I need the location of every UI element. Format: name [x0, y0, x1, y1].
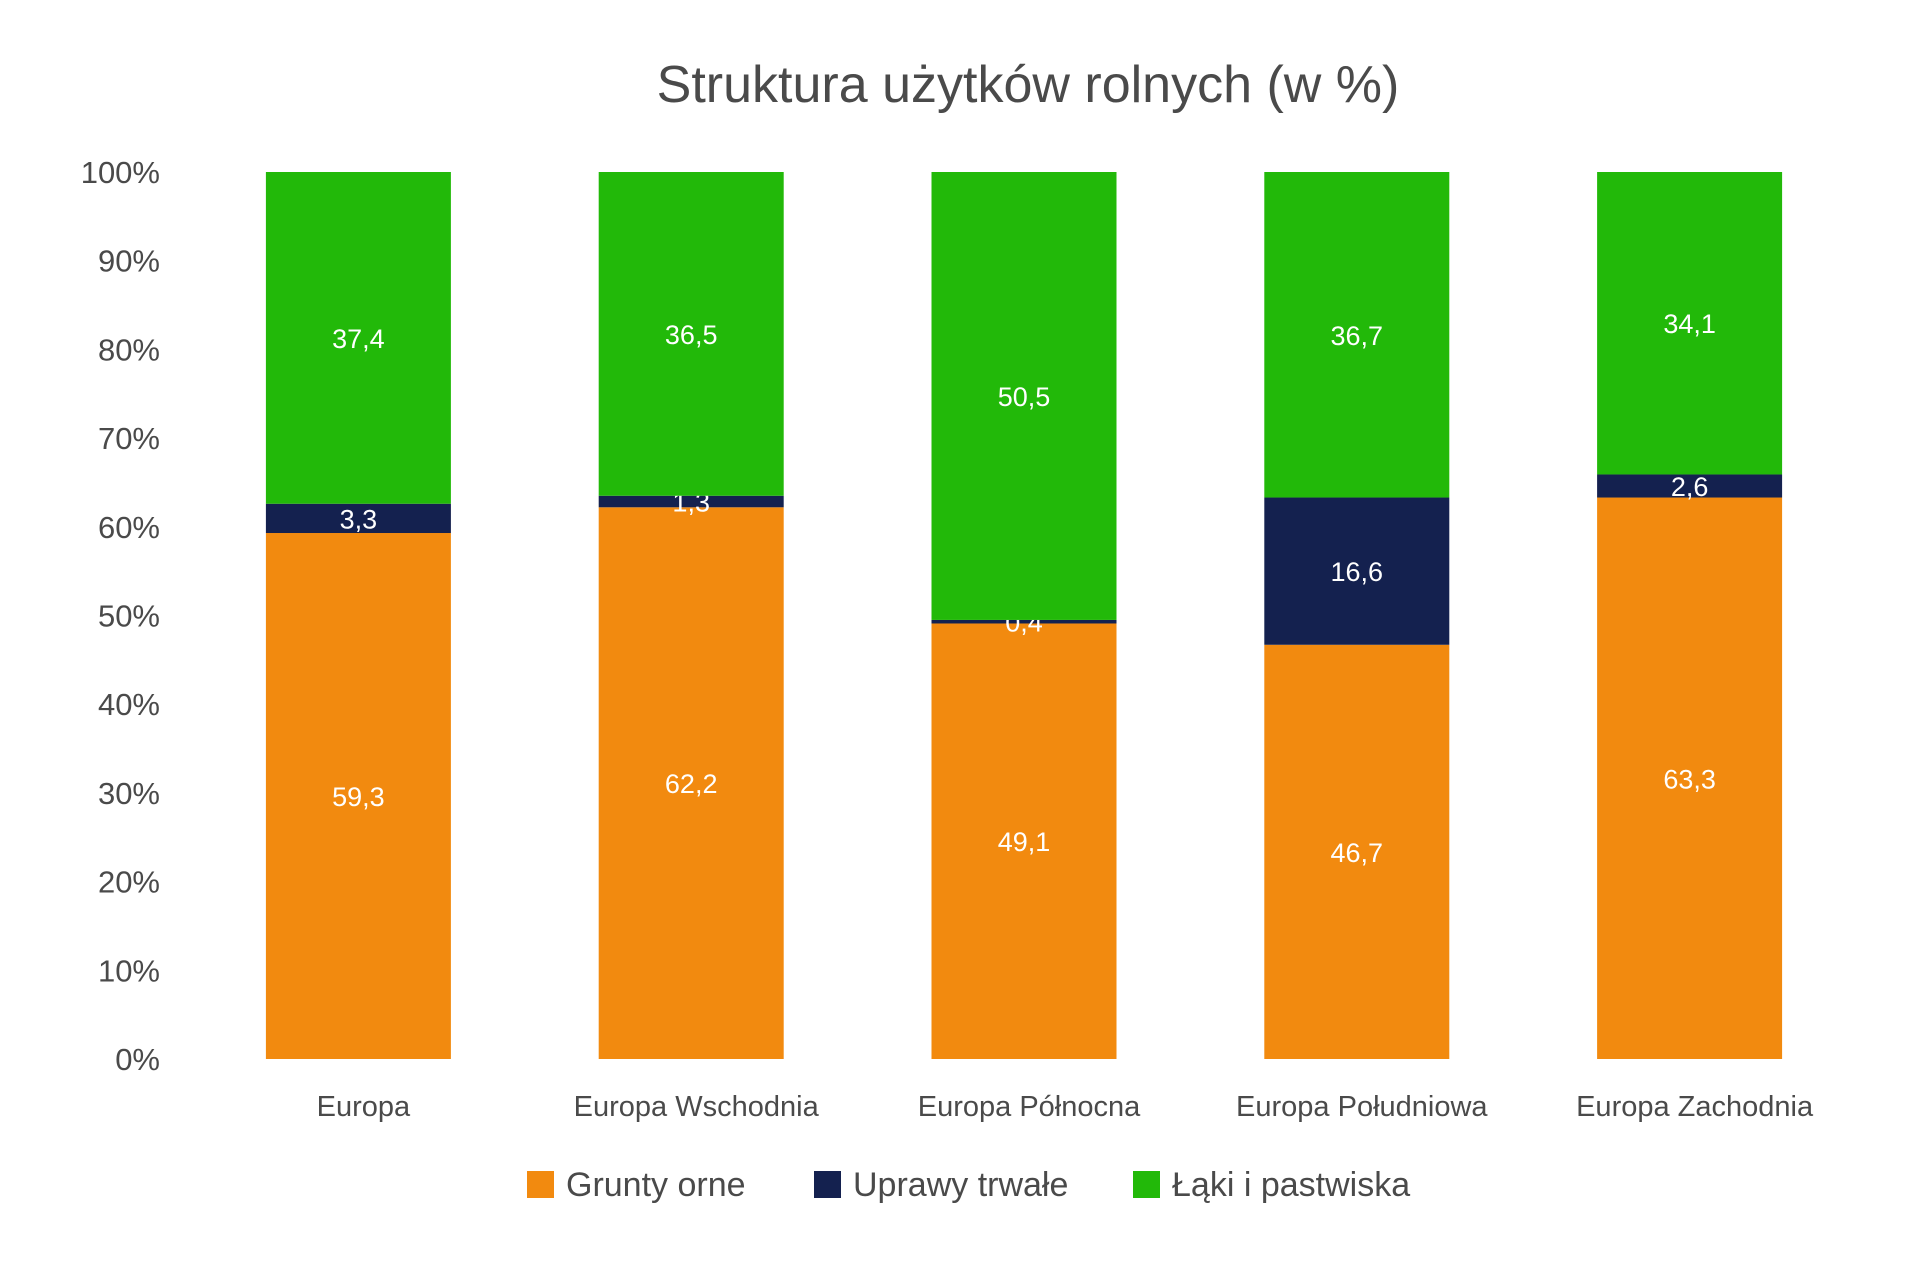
- y-tick-label: 60%: [98, 510, 160, 545]
- bar-segment: [931, 619, 1117, 624]
- x-tick-label: Europa Południowa: [1236, 1091, 1488, 1123]
- data-label: 2,6: [1671, 472, 1709, 502]
- y-tick-label: 50%: [98, 599, 160, 634]
- data-label: 46,7: [1331, 838, 1384, 868]
- y-tick-label: 20%: [98, 865, 160, 900]
- data-label: 34,1: [1663, 309, 1716, 339]
- bar-segment: [265, 533, 451, 1059]
- data-label: 59,3: [332, 782, 385, 812]
- bars: 59,33,337,462,21,336,549,10,450,546,716,…: [265, 172, 1783, 1059]
- x-tick-label: Europa Północna: [918, 1091, 1141, 1123]
- y-tick-label: 90%: [98, 244, 160, 279]
- bar-segment: [1597, 474, 1783, 498]
- bar-segment: [598, 495, 784, 508]
- data-label: 3,3: [340, 504, 378, 534]
- data-label: 62,2: [665, 769, 718, 799]
- y-axis: 0% 10% 20% 30% 40% 50% 60% 70% 80% 90% 100%: [81, 155, 160, 1077]
- x-tick-label: Europa Wschodnia: [574, 1091, 820, 1123]
- bar-segment: [931, 172, 1117, 620]
- bar-segment: [931, 623, 1117, 1059]
- chart-title: Struktura użytków rolnych (w %): [657, 56, 1400, 114]
- data-label: 50,5: [998, 382, 1051, 412]
- data-label: 37,4: [332, 324, 385, 354]
- y-tick-label: 30%: [98, 776, 160, 811]
- data-label: 63,3: [1663, 764, 1716, 794]
- y-tick-label: 100%: [81, 155, 160, 190]
- legend-label: Grunty orne: [566, 1166, 746, 1204]
- data-label: 49,1: [998, 827, 1051, 857]
- bar-segment: [1597, 497, 1783, 1059]
- y-tick-label: 70%: [98, 421, 160, 456]
- bar-segment: [598, 507, 784, 1059]
- bar-segment: [265, 172, 451, 504]
- bar-segment: [1597, 172, 1783, 475]
- bar-segment: [1264, 644, 1450, 1059]
- legend-label: Uprawy trwałe: [853, 1166, 1068, 1204]
- legend: Grunty orne Uprawy trwałe Łąki i pastwiska: [527, 1166, 1410, 1204]
- bar-segment: [1264, 497, 1450, 645]
- legend-swatch: [527, 1171, 554, 1198]
- x-tick-label: Europa Zachodnia: [1576, 1091, 1814, 1123]
- data-label: 36,5: [665, 320, 718, 350]
- data-label: 36,7: [1331, 321, 1384, 351]
- x-axis: Europa Europa Wschodnia Europa Północna Eur…: [317, 1091, 1814, 1123]
- bar-segment: [265, 503, 451, 534]
- data-label: 16,6: [1331, 557, 1384, 587]
- y-tick-label: 80%: [98, 332, 160, 367]
- legend-swatch: [1133, 1171, 1160, 1198]
- legend-label: Łąki i pastwiska: [1172, 1166, 1410, 1204]
- bar-segment: [1264, 172, 1450, 498]
- y-tick-label: 40%: [98, 687, 160, 722]
- y-tick-label: 0%: [115, 1042, 160, 1077]
- x-tick-label: Europa: [317, 1091, 411, 1123]
- bar-segment: [598, 172, 784, 496]
- y-tick-label: 10%: [98, 953, 160, 988]
- legend-swatch: [814, 1171, 841, 1198]
